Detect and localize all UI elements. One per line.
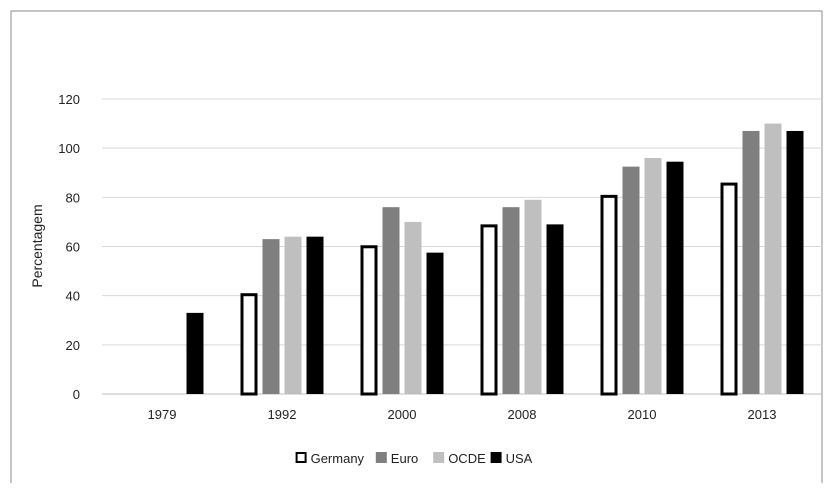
bar-ocde	[644, 158, 662, 394]
bar-germany	[720, 182, 738, 396]
legend-label-euro: Euro	[391, 451, 418, 466]
x-tick-label: 2013	[748, 407, 777, 422]
bar-usa	[306, 236, 324, 394]
bar-euro	[262, 239, 280, 394]
x-tick-label: 1992	[268, 407, 297, 422]
bar-usa	[786, 130, 804, 395]
x-tick-label: 1979	[148, 407, 177, 422]
bar-germany	[480, 224, 498, 396]
bar-ocde	[404, 221, 422, 394]
y-tick-label: 0	[73, 387, 80, 402]
bar-germany	[240, 293, 258, 396]
x-axis-ticks: 1979 1992 2000 2008 2010 2013	[148, 407, 777, 422]
bar-germany	[360, 245, 378, 396]
y-tick-label: 120	[58, 92, 80, 107]
legend-swatch-euro	[375, 452, 387, 463]
bar-euro	[742, 130, 760, 395]
bars	[186, 123, 804, 396]
legend-label-usa: USA	[506, 451, 533, 466]
bar-ocde	[524, 199, 542, 394]
bar-usa	[186, 312, 204, 394]
x-tick-label: 2008	[508, 407, 537, 422]
bar-germany	[600, 194, 618, 396]
bar-ocde	[284, 236, 302, 394]
x-tick-label: 2010	[628, 407, 657, 422]
y-axis-ticks: 0 20 40 60 80 100 120	[58, 92, 80, 402]
y-tick-label: 20	[66, 338, 80, 353]
bar-ocde	[764, 123, 782, 394]
y-tick-label: 100	[58, 141, 80, 156]
y-tick-label: 80	[66, 190, 80, 205]
legend-swatch-ocde	[433, 452, 445, 463]
bar-euro	[622, 166, 640, 394]
legend-label-ocde: OCDE	[448, 451, 486, 466]
legend: Germany Euro OCDE USA	[295, 451, 533, 466]
y-tick-label: 60	[66, 240, 80, 255]
legend-swatch-germany	[295, 452, 307, 463]
gridlines	[102, 98, 822, 395]
bar-euro	[502, 207, 520, 394]
bar-usa	[666, 161, 684, 394]
bar-euro	[382, 207, 400, 394]
y-tick-label: 40	[66, 289, 80, 304]
bar-usa	[426, 252, 444, 394]
y-axis-label: Percentagem	[29, 204, 45, 287]
bar-usa	[546, 224, 564, 394]
legend-swatch-usa	[490, 452, 502, 463]
legend-label-germany: Germany	[311, 451, 365, 466]
x-tick-label: 2000	[388, 407, 417, 422]
